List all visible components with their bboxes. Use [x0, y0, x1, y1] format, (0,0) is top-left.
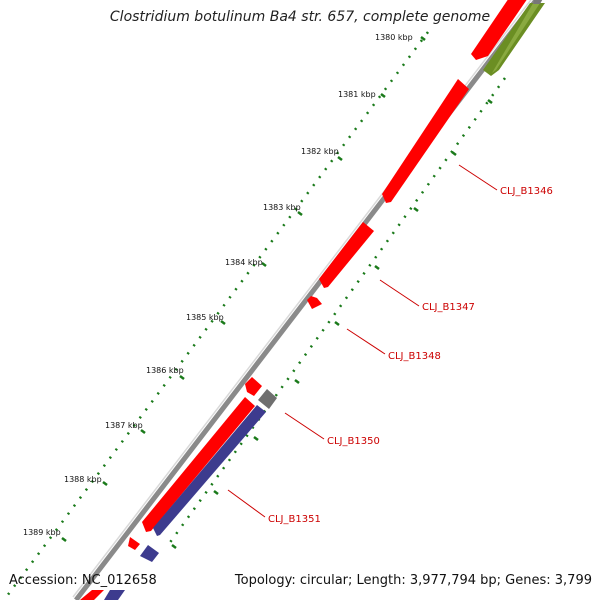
ruler-tick-labels: 1380 kbp 1381 kbp 1382 kbp 1383 kbp 1384…	[23, 33, 413, 537]
inner-ruler-tick	[294, 379, 300, 384]
leader-clj-b1346	[458, 164, 498, 191]
ruler-tick-label: 1380 kbp	[375, 33, 413, 42]
ruler-tick-label: 1382 kbp	[301, 147, 339, 156]
gene-label-leaders	[227, 164, 498, 518]
ruler-ticks	[61, 36, 426, 542]
ruler-tick	[220, 320, 226, 325]
ruler-tick-label: 1383 kbp	[263, 203, 301, 212]
gene-label-clj-b1346[interactable]: CLJ_B1346	[500, 186, 553, 197]
ruler-tick	[297, 211, 303, 216]
inner-ruler-tick	[253, 436, 259, 441]
leader-clj-b1350	[284, 412, 325, 440]
ruler-tick-label: 1386 kbp	[146, 366, 184, 375]
ruler-tick-label: 1389 kbp	[23, 528, 61, 537]
gene-cds-small[interactable]	[245, 377, 262, 396]
gene-other-shadow	[492, 0, 542, 73]
outer-ruler-line	[2, 31, 430, 600]
ruler-tick	[140, 429, 146, 434]
ruler-tick-label: 1385 kbp	[186, 313, 224, 322]
ruler-tick-label: 1387 kbp	[105, 421, 143, 430]
leader-clj-b1348	[346, 328, 386, 355]
ruler-tick	[61, 537, 67, 542]
inner-ruler-tick	[487, 99, 493, 104]
leader-clj-b1347	[379, 279, 420, 307]
gene-label-clj-b1348[interactable]: CLJ_B1348	[388, 351, 441, 362]
map-title: Clostridium botulinum Ba4 str. 657, comp…	[109, 9, 491, 25]
ruler-tick	[102, 481, 108, 486]
ruler-tick	[261, 262, 267, 267]
ruler-tick	[337, 156, 343, 161]
ruler-tick-label: 1381 kbp	[338, 90, 376, 99]
gene-cds-clj-b1347[interactable]	[319, 222, 374, 288]
ruler-tick	[179, 375, 185, 380]
ruler-tick-label: 1384 kbp	[225, 258, 263, 267]
gene-features	[80, 0, 545, 600]
gene-cds-long[interactable]	[142, 397, 255, 532]
gene-pseudo-clj-b1350[interactable]	[258, 389, 277, 409]
inner-ruler-tick	[413, 207, 419, 212]
inner-ruler-ticks	[171, 99, 493, 549]
inner-ruler-tick	[171, 544, 177, 549]
gene-pseudo[interactable]	[533, 0, 545, 4]
gene-cds-bottom[interactable]	[128, 537, 140, 550]
inner-ruler-tick	[374, 265, 380, 270]
inner-ruler-tick	[334, 321, 340, 326]
gene-label-clj-b1351[interactable]: CLJ_B1351	[268, 514, 321, 525]
genome-summary-text: Topology: circular; Length: 3,977,794 bp…	[234, 573, 592, 588]
gene-cds[interactable]	[471, 0, 530, 60]
gene-rrna-clj-b1351[interactable]	[153, 405, 266, 536]
gene-label-clj-b1350[interactable]: CLJ_B1350	[327, 436, 380, 447]
inner-ruler-tick	[451, 151, 457, 156]
inner-ruler-tick	[213, 490, 219, 495]
gene-cds-clj-b1348[interactable]	[307, 296, 322, 309]
ruler-tick	[380, 93, 386, 98]
gene-label-clj-b1347[interactable]: CLJ_B1347	[422, 302, 475, 313]
gene-labels: CLJ_B1346 CLJ_B1347 CLJ_B1348 CLJ_B1350 …	[268, 186, 553, 525]
gene-cds-clj-b1346[interactable]	[382, 79, 469, 203]
gene-rrna-bottom[interactable]	[140, 545, 159, 562]
ruler-tick	[420, 36, 426, 41]
ruler-tick-label: 1388 kbp	[64, 475, 102, 484]
leader-clj-b1351	[227, 489, 266, 518]
gene-rrna-edge[interactable]	[104, 590, 125, 600]
gene-cds-edge[interactable]	[80, 590, 104, 600]
accession-text: Accession: NC_012658	[9, 573, 157, 588]
